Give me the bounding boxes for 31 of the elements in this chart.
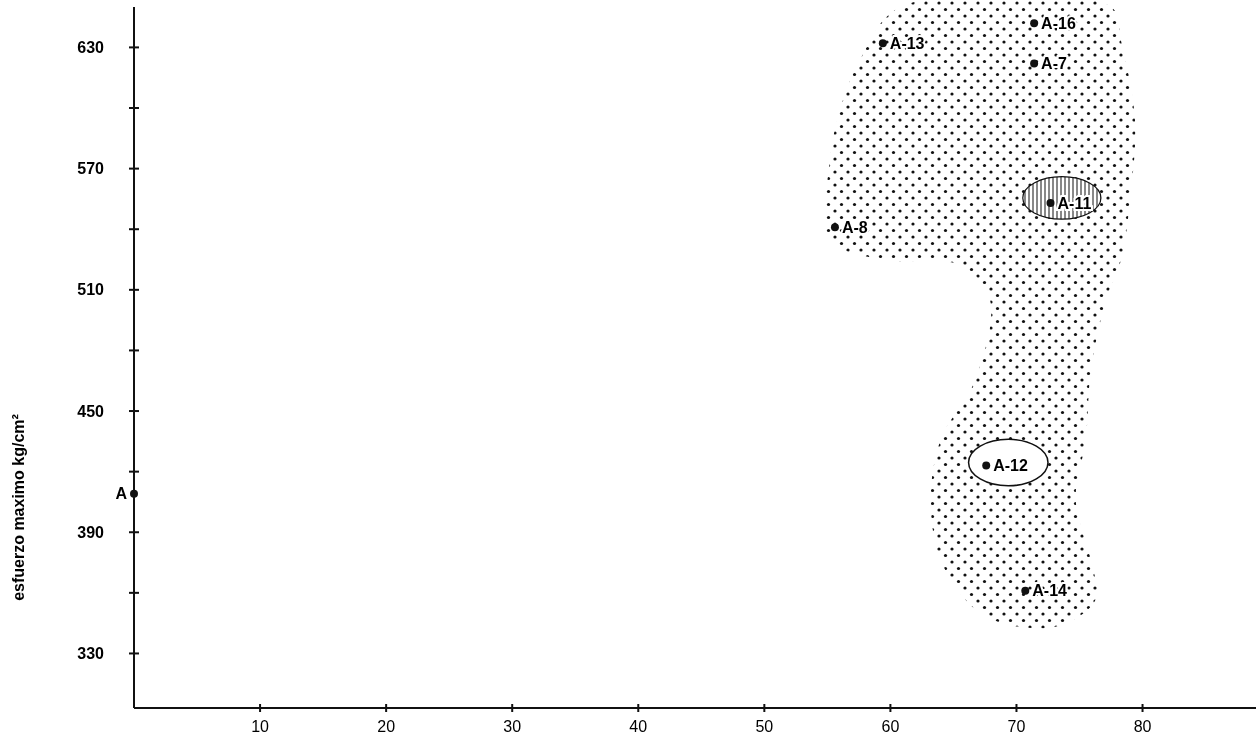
x-tick-label: 60 bbox=[881, 718, 900, 735]
y-tick-label: 630 bbox=[77, 39, 105, 56]
point bbox=[830, 223, 839, 232]
x-tick-label: 20 bbox=[377, 718, 396, 735]
x-tick-label: 40 bbox=[629, 718, 648, 735]
x-tick-label: 50 bbox=[755, 718, 774, 735]
y-tick-label: 390 bbox=[77, 523, 105, 541]
data-label: A bbox=[115, 485, 128, 503]
point bbox=[982, 461, 991, 470]
point bbox=[1021, 586, 1030, 595]
x-tick-label: 30 bbox=[503, 718, 522, 735]
data-label: A-11 bbox=[1057, 194, 1092, 212]
data-label: A-14 bbox=[1032, 582, 1068, 600]
x-tick-label: 10 bbox=[251, 718, 270, 735]
data-label: A-13 bbox=[889, 34, 925, 52]
point bbox=[1030, 19, 1039, 28]
point bbox=[878, 39, 887, 48]
y-axis-title: esfuerzo maximo kg/cm² bbox=[10, 414, 27, 601]
y-tick-label: 450 bbox=[77, 402, 105, 420]
y-tick-label: 330 bbox=[77, 645, 105, 663]
point bbox=[1030, 59, 1039, 68]
x-tick-label: 70 bbox=[1007, 718, 1026, 735]
y-tick-label: 510 bbox=[77, 281, 105, 299]
point bbox=[130, 489, 138, 498]
data-label: A-7 bbox=[1041, 55, 1067, 73]
y-tick-label: 570 bbox=[77, 160, 105, 178]
data-label: A-12 bbox=[993, 457, 1028, 475]
data-label: A-8 bbox=[841, 218, 868, 236]
point bbox=[1046, 198, 1055, 207]
data-label: A-16 bbox=[1041, 14, 1076, 32]
x-tick-label: 80 bbox=[1133, 718, 1152, 735]
